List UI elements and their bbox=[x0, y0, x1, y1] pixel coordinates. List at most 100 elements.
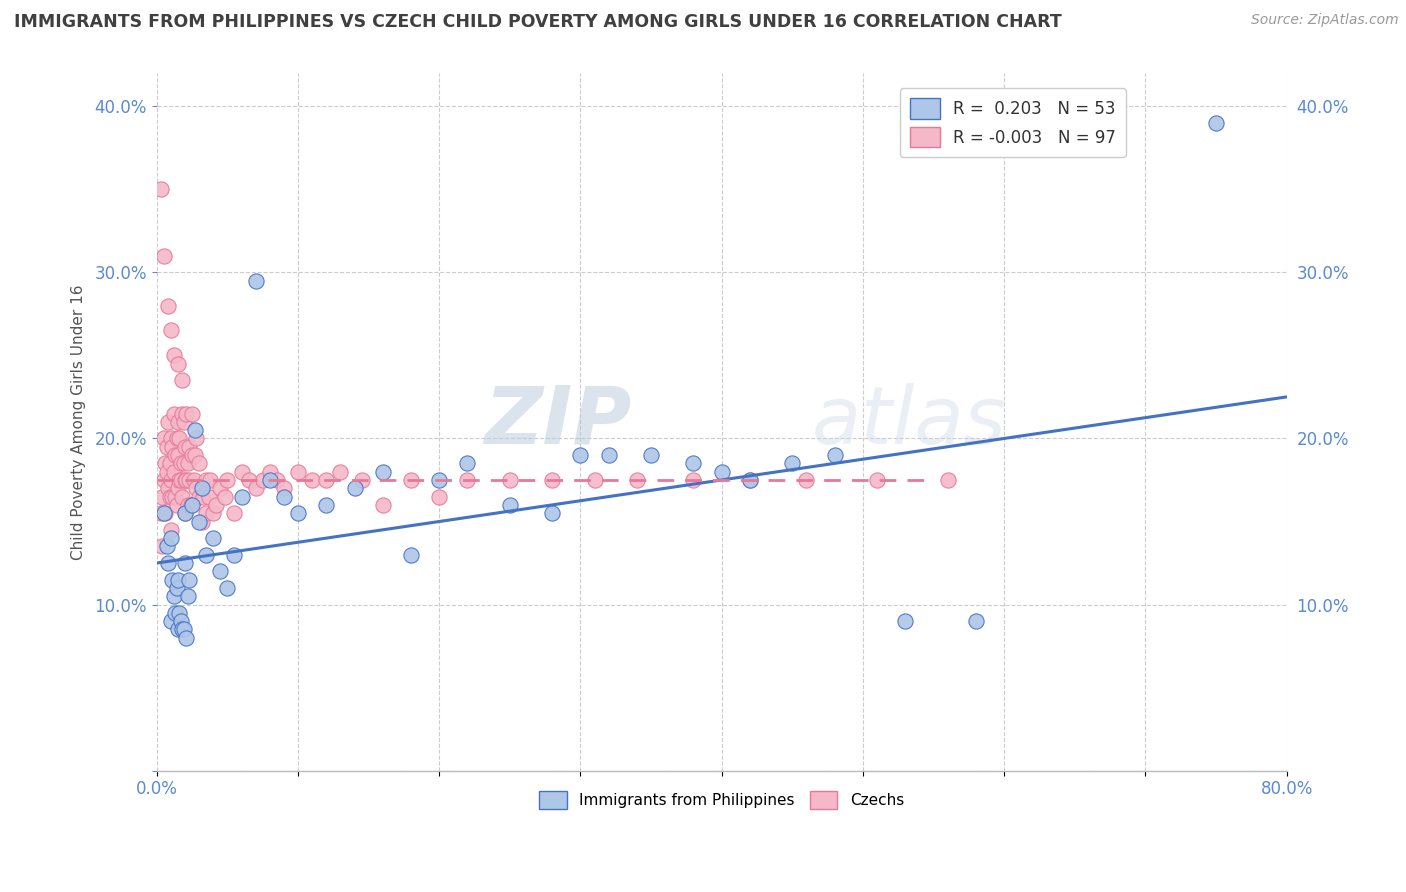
Point bbox=[682, 456, 704, 470]
Point bbox=[214, 490, 236, 504]
Point bbox=[177, 456, 200, 470]
Point bbox=[174, 473, 197, 487]
Point bbox=[894, 614, 917, 628]
Point bbox=[177, 589, 200, 603]
Point bbox=[191, 481, 214, 495]
Point bbox=[160, 523, 183, 537]
Point bbox=[169, 432, 191, 446]
Point bbox=[150, 182, 173, 196]
Point bbox=[1205, 116, 1227, 130]
Point bbox=[167, 481, 190, 495]
Point bbox=[200, 473, 222, 487]
Point bbox=[155, 456, 177, 470]
Point bbox=[598, 448, 620, 462]
Point bbox=[456, 456, 478, 470]
Y-axis label: Child Poverty Among Girls Under 16: Child Poverty Among Girls Under 16 bbox=[72, 284, 86, 559]
Point bbox=[179, 573, 201, 587]
Point bbox=[202, 506, 225, 520]
Point bbox=[157, 415, 180, 429]
Point bbox=[160, 323, 183, 337]
Point bbox=[301, 473, 323, 487]
Point bbox=[176, 631, 198, 645]
Point bbox=[456, 473, 478, 487]
Point bbox=[184, 423, 207, 437]
Point bbox=[315, 473, 337, 487]
Point bbox=[173, 415, 195, 429]
Point bbox=[965, 614, 987, 628]
Point bbox=[350, 473, 373, 487]
Point bbox=[157, 556, 180, 570]
Point bbox=[188, 490, 211, 504]
Point bbox=[231, 490, 253, 504]
Point bbox=[266, 473, 288, 487]
Point bbox=[259, 473, 281, 487]
Point bbox=[427, 473, 450, 487]
Point bbox=[165, 448, 187, 462]
Point bbox=[245, 481, 267, 495]
Point bbox=[156, 540, 179, 554]
Point bbox=[150, 506, 173, 520]
Point bbox=[157, 481, 180, 495]
Point bbox=[153, 249, 176, 263]
Point bbox=[166, 581, 188, 595]
Point bbox=[710, 465, 733, 479]
Point bbox=[259, 465, 281, 479]
Point bbox=[195, 548, 218, 562]
Point bbox=[172, 623, 194, 637]
Point bbox=[181, 448, 204, 462]
Point bbox=[186, 481, 208, 495]
Point bbox=[273, 490, 295, 504]
Point bbox=[193, 490, 215, 504]
Point bbox=[782, 456, 804, 470]
Point bbox=[174, 506, 197, 520]
Point bbox=[682, 473, 704, 487]
Point bbox=[209, 565, 232, 579]
Point bbox=[169, 473, 191, 487]
Point bbox=[153, 506, 176, 520]
Point bbox=[174, 506, 197, 520]
Point bbox=[162, 573, 184, 587]
Point bbox=[176, 407, 198, 421]
Point bbox=[936, 473, 959, 487]
Point bbox=[173, 456, 195, 470]
Point bbox=[174, 440, 197, 454]
Point bbox=[640, 448, 662, 462]
Point bbox=[172, 490, 194, 504]
Point bbox=[796, 473, 818, 487]
Point bbox=[238, 473, 260, 487]
Point bbox=[195, 506, 218, 520]
Point bbox=[427, 490, 450, 504]
Point bbox=[162, 440, 184, 454]
Point bbox=[179, 440, 201, 454]
Text: ZIP: ZIP bbox=[484, 383, 631, 461]
Point bbox=[172, 407, 194, 421]
Point bbox=[541, 506, 564, 520]
Point bbox=[163, 348, 186, 362]
Point bbox=[159, 490, 181, 504]
Point bbox=[541, 473, 564, 487]
Point bbox=[165, 490, 187, 504]
Point bbox=[160, 531, 183, 545]
Point bbox=[399, 548, 422, 562]
Point bbox=[159, 456, 181, 470]
Point bbox=[167, 448, 190, 462]
Point bbox=[157, 299, 180, 313]
Point bbox=[176, 473, 198, 487]
Point bbox=[217, 473, 239, 487]
Point bbox=[184, 448, 207, 462]
Point bbox=[170, 473, 193, 487]
Point bbox=[329, 465, 352, 479]
Point bbox=[160, 473, 183, 487]
Point bbox=[224, 506, 246, 520]
Point bbox=[866, 473, 889, 487]
Point bbox=[156, 440, 179, 454]
Point bbox=[191, 515, 214, 529]
Point bbox=[399, 473, 422, 487]
Point bbox=[167, 573, 190, 587]
Point bbox=[287, 506, 309, 520]
Point bbox=[152, 490, 174, 504]
Point bbox=[738, 473, 761, 487]
Point bbox=[153, 473, 176, 487]
Point bbox=[287, 465, 309, 479]
Point bbox=[160, 614, 183, 628]
